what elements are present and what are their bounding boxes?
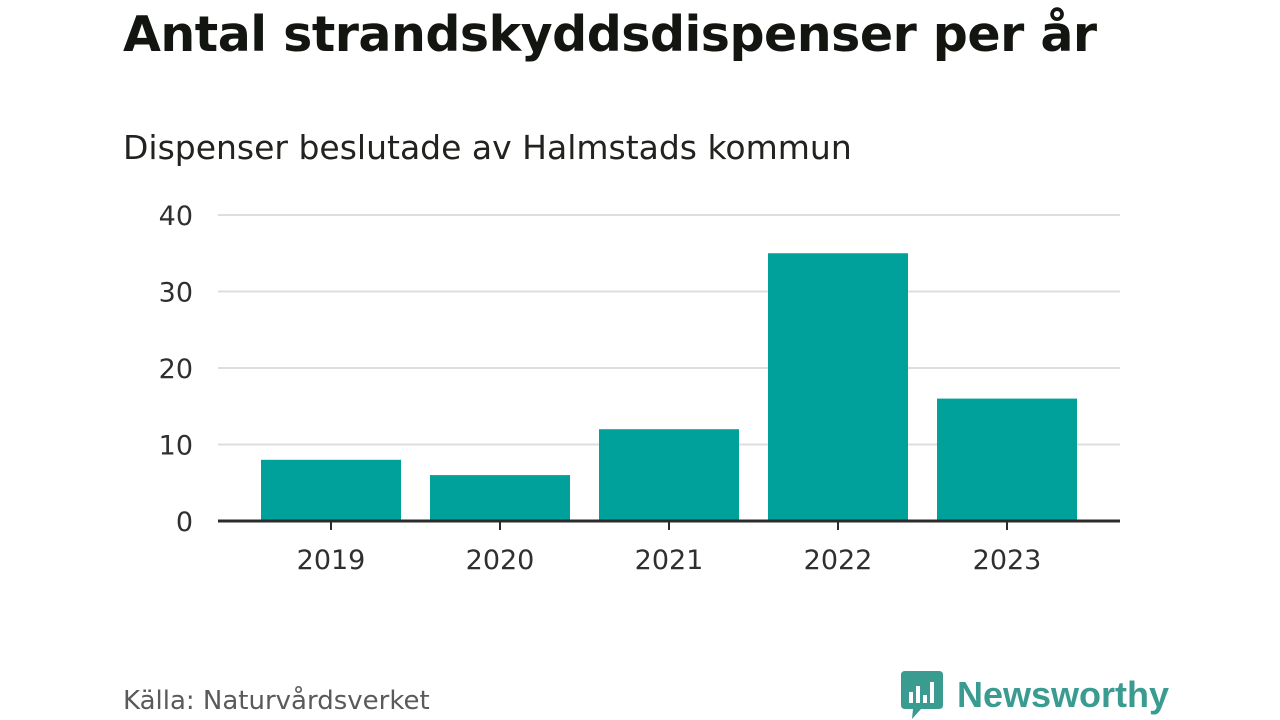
newsworthy-brand: Newsworthy bbox=[901, 670, 1169, 720]
bars bbox=[261, 253, 1077, 521]
bar-2021 bbox=[599, 429, 739, 521]
bar-2020 bbox=[430, 475, 570, 521]
x-tick-label: 2020 bbox=[466, 545, 535, 576]
y-tick-label: 0 bbox=[176, 507, 193, 538]
x-tick-label: 2019 bbox=[297, 545, 366, 576]
x-tick-label: 2022 bbox=[804, 545, 873, 576]
brand-name: Newsworthy bbox=[957, 674, 1170, 715]
y-tick-label: 40 bbox=[159, 201, 193, 232]
bar-2022 bbox=[768, 253, 908, 521]
chart-title: Antal strandskyddsdispenser per år bbox=[123, 6, 1097, 63]
source-note: Källa: Naturvårdsverket bbox=[123, 686, 430, 716]
y-tick-label: 20 bbox=[159, 354, 193, 385]
bar-chart: 0 10 20 30 40 2019 2020 2021 2022 2023 bbox=[159, 201, 1120, 576]
bar-2019 bbox=[261, 459, 401, 521]
bar-2023 bbox=[937, 398, 1077, 521]
y-axis-tick-labels: 0 10 20 30 40 bbox=[159, 201, 193, 538]
y-tick-label: 30 bbox=[159, 278, 193, 309]
newsworthy-bar-logo-icon bbox=[901, 671, 943, 719]
x-tick-label: 2023 bbox=[973, 545, 1042, 576]
x-axis-ticks: 2019 2020 2021 2022 2023 bbox=[297, 521, 1042, 576]
y-tick-label: 10 bbox=[159, 431, 193, 462]
chart-subtitle: Dispenser beslutade av Halmstads kommun bbox=[123, 128, 852, 167]
x-tick-label: 2021 bbox=[635, 545, 704, 576]
